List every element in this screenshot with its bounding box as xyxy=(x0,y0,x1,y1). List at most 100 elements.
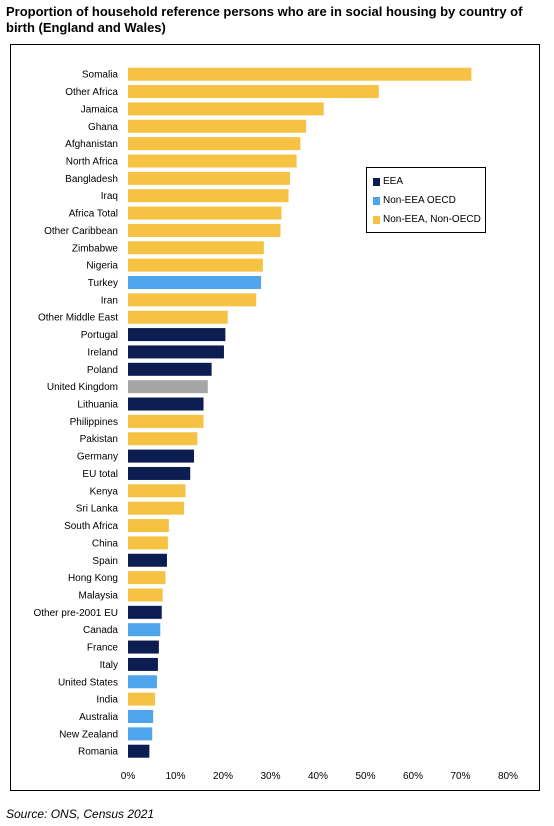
x-tick-label: 0% xyxy=(121,771,136,782)
category-label-iraq: Iraq xyxy=(101,191,118,202)
x-tick-label: 20% xyxy=(213,771,233,782)
bar-philippines xyxy=(128,414,204,428)
category-label-poland: Poland xyxy=(87,365,118,376)
category-label-africa-total: Africa Total xyxy=(69,209,118,220)
category-label-other-caribbean: Other Caribbean xyxy=(44,226,118,237)
bar-hong-kong xyxy=(128,571,166,585)
bar-iran xyxy=(128,293,257,307)
category-label-other-middle-east: Other Middle East xyxy=(38,313,118,324)
bar-somalia xyxy=(128,67,472,81)
bar-ireland xyxy=(128,345,224,359)
chart-frame xyxy=(10,44,540,791)
bar-india xyxy=(128,692,156,706)
category-label-united-kingdom: United Kingdom xyxy=(47,382,118,393)
category-label-india: India xyxy=(96,695,118,706)
bar-other-caribbean xyxy=(128,223,281,237)
legend-label-non-eea-non-oecd: Non-EEA, Non-OECD xyxy=(383,214,481,225)
bar-united-kingdom xyxy=(128,380,208,394)
category-label-nigeria: Nigeria xyxy=(86,261,118,272)
category-label-hong-kong: Hong Kong xyxy=(68,573,118,584)
x-tick-label: 60% xyxy=(403,771,423,782)
category-label-italy: Italy xyxy=(100,660,118,671)
x-tick-label: 30% xyxy=(260,771,280,782)
category-label-north-africa: North Africa xyxy=(66,156,119,167)
bar-australia xyxy=(128,710,154,723)
chart-title: Proportion of household reference person… xyxy=(6,4,523,35)
bar-afghanistan xyxy=(128,137,301,151)
bar-sri-lanka xyxy=(128,501,185,515)
category-label-jamaica: Jamaica xyxy=(81,104,119,115)
category-label-ghana: Ghana xyxy=(88,122,118,133)
bar-spain xyxy=(128,553,167,567)
legend: EEA Non-EEA OECD Non-EEA, Non-OECD xyxy=(366,167,486,233)
category-label-spain: Spain xyxy=(92,556,118,567)
category-label-lithuania: Lithuania xyxy=(77,400,118,411)
x-tick-label: 50% xyxy=(355,771,375,782)
category-label-pakistan: Pakistan xyxy=(80,434,118,445)
category-label-philippines: Philippines xyxy=(70,417,118,428)
category-label-other-pre-2001-eu: Other pre-2001 EU xyxy=(34,608,119,619)
bar-south-africa xyxy=(128,519,169,533)
bar-zimbabwe xyxy=(128,241,264,255)
bar-eu-total xyxy=(128,466,191,480)
bar-germany xyxy=(128,449,195,463)
x-tick-label: 80% xyxy=(498,771,518,782)
x-tick-label: 40% xyxy=(308,771,328,782)
bar-united-states xyxy=(128,675,157,689)
bar-canada xyxy=(128,623,161,637)
legend-swatch-non-eea-non-oecd xyxy=(373,215,380,224)
category-label-united-states: United States xyxy=(58,677,118,688)
category-label-iran: Iran xyxy=(101,295,118,306)
bar-jamaica xyxy=(128,102,324,116)
category-label-canada: Canada xyxy=(83,625,118,636)
category-label-turkey: Turkey xyxy=(88,278,118,289)
x-tick-label: 70% xyxy=(450,771,470,782)
bar-africa-total xyxy=(128,206,282,220)
bar-other-africa xyxy=(128,85,379,99)
category-label-ireland: Ireland xyxy=(87,347,118,358)
category-label-sri-lanka: Sri Lanka xyxy=(76,504,119,515)
bar-kenya xyxy=(128,484,186,498)
bar-other-pre-2001-eu xyxy=(128,605,162,619)
bar-malaysia xyxy=(128,588,163,602)
legend-item-non-eea-oecd: Non-EEA OECD xyxy=(373,195,456,206)
category-label-new-zealand: New Zealand xyxy=(59,729,118,740)
bar-other-middle-east xyxy=(128,310,228,324)
category-label-eu-total: EU total xyxy=(82,469,118,480)
legend-label-non-eea-oecd: Non-EEA OECD xyxy=(383,195,456,206)
legend-label-eea: EEA xyxy=(383,176,404,187)
category-label-somalia: Somalia xyxy=(82,70,119,81)
category-label-portugal: Portugal xyxy=(81,330,118,341)
bar-bangladesh xyxy=(128,171,290,185)
bar-france xyxy=(128,640,159,654)
bar-italy xyxy=(128,657,158,671)
bar-poland xyxy=(128,362,212,376)
bar-lithuania xyxy=(128,397,204,411)
category-label-romania: Romania xyxy=(78,747,118,758)
category-label-malaysia: Malaysia xyxy=(79,590,119,601)
bar-north-africa xyxy=(128,154,297,168)
bar-romania xyxy=(128,744,150,758)
category-label-china: China xyxy=(92,538,119,549)
category-label-bangladesh: Bangladesh xyxy=(65,174,118,185)
category-label-germany: Germany xyxy=(77,452,118,463)
source-note: Source: ONS, Census 2021 xyxy=(6,807,155,821)
bar-china xyxy=(128,536,168,550)
category-label-kenya: Kenya xyxy=(90,486,119,497)
bar-iraq xyxy=(128,189,289,203)
legend-item-eea: EEA xyxy=(373,176,403,187)
legend-swatch-non-eea-oecd xyxy=(373,196,380,205)
bar-ghana xyxy=(128,119,307,133)
category-label-afghanistan: Afghanistan xyxy=(65,139,118,150)
category-label-other-africa: Other Africa xyxy=(65,87,118,98)
category-label-australia: Australia xyxy=(79,712,118,723)
bar-new-zealand xyxy=(128,727,153,741)
category-label-south-africa: South Africa xyxy=(64,521,118,532)
bar-turkey xyxy=(128,276,261,289)
category-label-france: France xyxy=(87,643,119,654)
bar-pakistan xyxy=(128,432,198,446)
bar-nigeria xyxy=(128,258,263,272)
legend-item-non-eea-non-oecd: Non-EEA, Non-OECD xyxy=(373,214,481,225)
category-label-zimbabwe: Zimbabwe xyxy=(72,243,119,254)
